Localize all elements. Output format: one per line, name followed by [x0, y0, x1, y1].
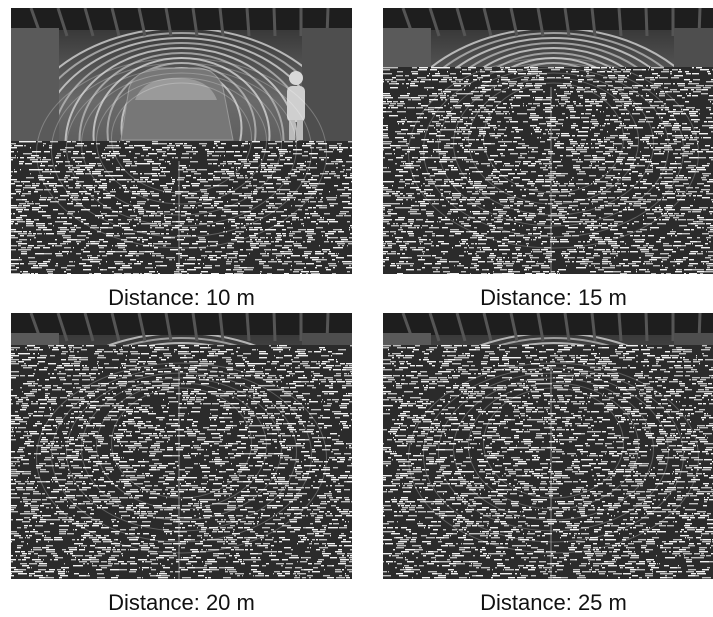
caption-25m: Distance: 25 m	[480, 590, 627, 615]
panel-distance-15: Distance: 15 m	[383, 8, 713, 310]
panel-distance-10: Distance: 10 m	[11, 8, 352, 310]
thermal-image-10m	[11, 8, 352, 274]
thermal-scene-svg	[11, 8, 352, 274]
panel-distance-20: Distance: 20 m	[11, 313, 352, 615]
caption-15m: Distance: 15 m	[480, 285, 627, 310]
thermal-image-20m	[11, 313, 352, 579]
thermal-scene-svg	[383, 313, 713, 579]
caption-20m: Distance: 20 m	[108, 590, 255, 615]
thermal-image-25m	[383, 313, 713, 579]
thermal-scene-svg	[11, 313, 352, 579]
caption-10m: Distance: 10 m	[108, 285, 255, 310]
thermal-scene-svg	[383, 8, 713, 274]
thermal-image-15m	[383, 8, 713, 274]
panel-distance-25: Distance: 25 m	[383, 313, 713, 615]
